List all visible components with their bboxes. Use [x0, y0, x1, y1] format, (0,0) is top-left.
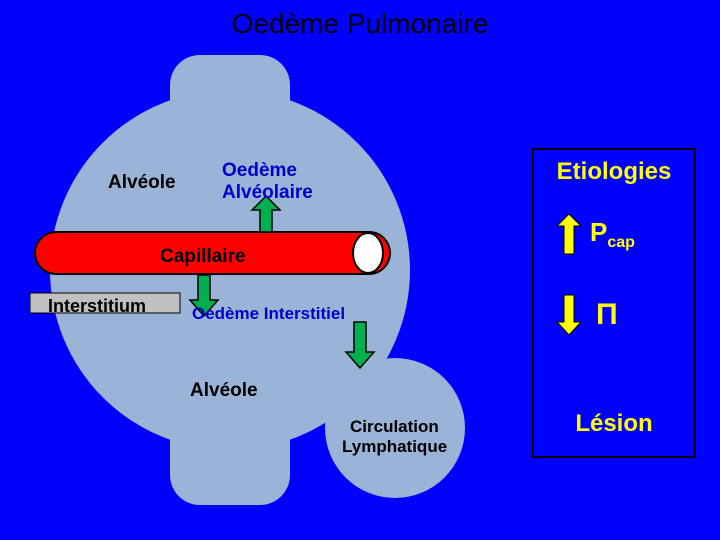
etiologies-panel: Etiologies Pcap Π Lésion	[532, 148, 696, 458]
capillary-end-ring	[353, 233, 383, 273]
label-circulation: Circulation	[350, 417, 439, 437]
label-oedeme-alv1: Oedème	[222, 160, 297, 182]
etiologies-pcap-row: Pcap	[554, 212, 635, 257]
pcap-label: Pcap	[590, 217, 635, 252]
label-oedeme-alv2: Alvéolaire	[222, 182, 313, 204]
label-oedeme-inter: Oedème Interstitiel	[192, 304, 345, 324]
arrow-up-yellow-icon	[554, 212, 584, 257]
pcap-sub: cap	[607, 234, 635, 251]
pcap-p: P	[590, 217, 607, 247]
arrow-down-yellow-icon	[554, 292, 584, 337]
pi-label: Π	[596, 298, 618, 332]
page-title: Oedème Pulmonaire	[0, 8, 720, 40]
label-capillaire: Capillaire	[160, 246, 246, 268]
label-alveole-bot: Alvéole	[190, 380, 258, 402]
label-lymphatique: Lymphatique	[342, 437, 447, 457]
etiologies-lesion: Lésion	[534, 410, 694, 438]
label-alveole-top: Alvéole	[108, 172, 176, 194]
etiologies-pi-row: Π	[554, 292, 618, 337]
etiologies-title: Etiologies	[538, 158, 690, 186]
label-interstitium: Interstitium	[48, 296, 146, 317]
